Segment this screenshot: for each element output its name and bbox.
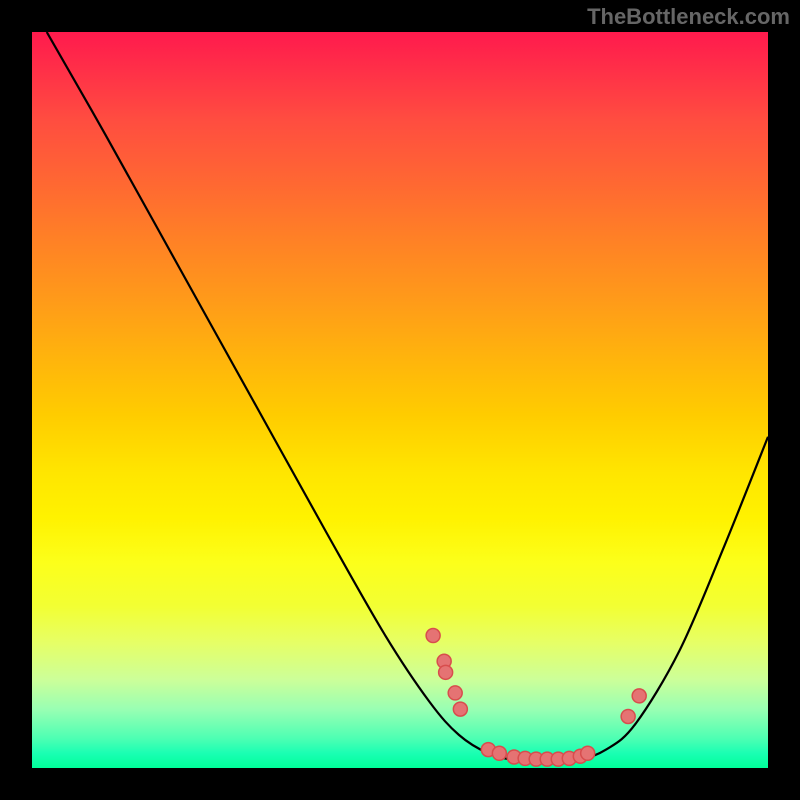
data-marker [492,746,506,760]
plot-area [32,32,768,768]
chart-svg [32,32,768,768]
data-marker [621,709,635,723]
v-curve-line [47,32,768,761]
data-marker [426,629,440,643]
data-marker [632,689,646,703]
data-marker [453,702,467,716]
chart-container: TheBottleneck.com [0,0,800,800]
data-marker [439,665,453,679]
data-marker [581,746,595,760]
data-marker [448,686,462,700]
watermark-text: TheBottleneck.com [587,4,790,30]
